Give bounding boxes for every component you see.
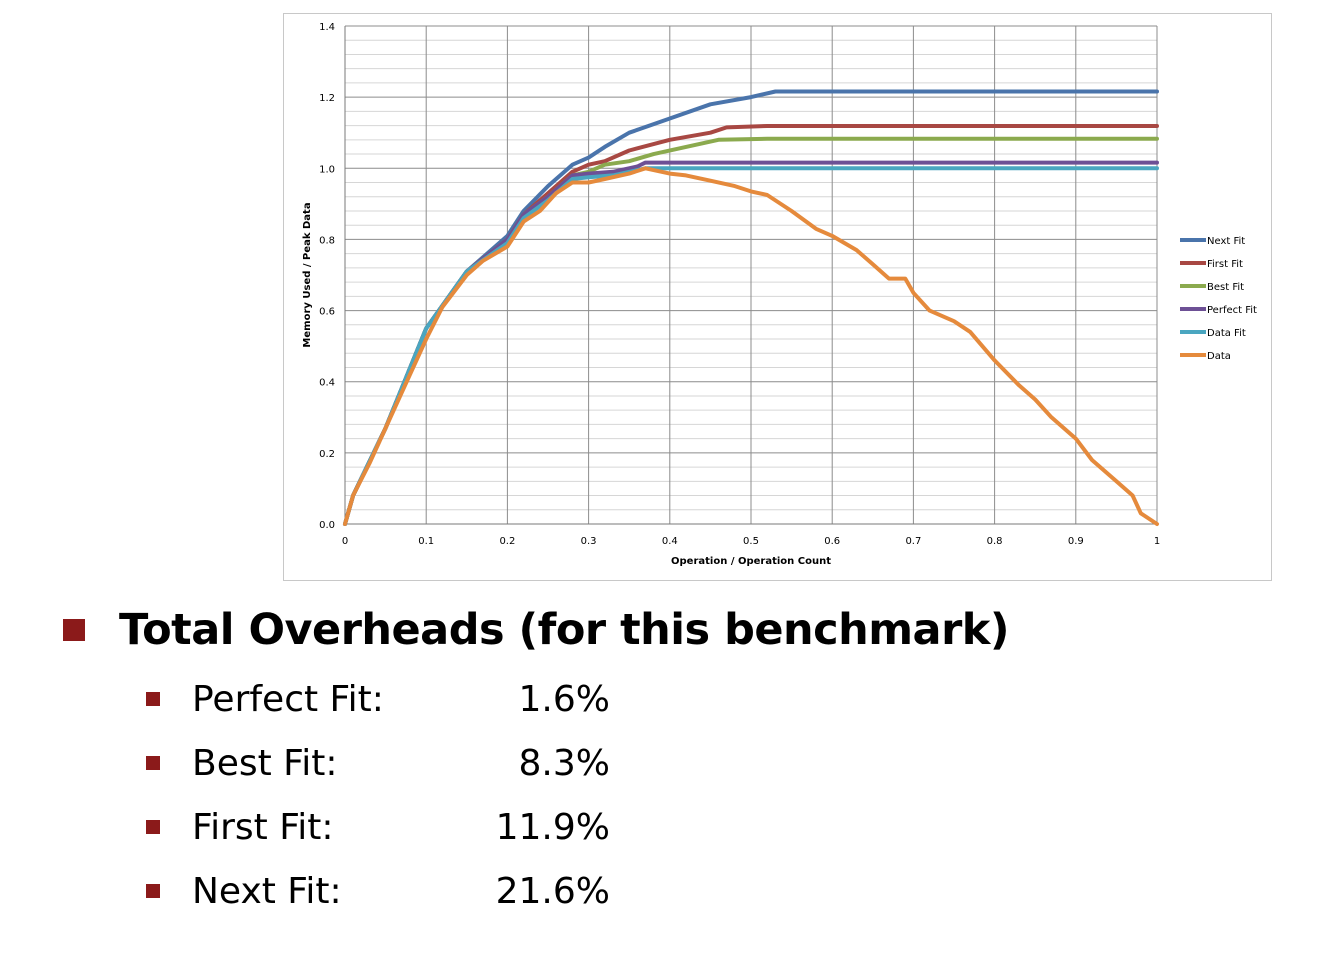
x-tick-label: 0.6 <box>824 536 840 547</box>
x-axis-title: Operation / Operation Count <box>671 556 831 567</box>
x-tick-label: 0.7 <box>905 536 921 547</box>
overhead-value: 21.6% <box>495 870 610 912</box>
bullet-square-icon <box>146 692 160 706</box>
y-tick-label: 0.0 <box>319 520 335 531</box>
overhead-label: Best Fit: <box>192 742 338 784</box>
overhead-value: 8.3% <box>518 742 610 784</box>
overhead-item: Next Fit: 21.6% <box>146 869 610 913</box>
chart-panel: 0.0 0.2 0.4 0.6 0.8 1.0 1.2 1.4 0 0.1 0.2 0.3 0.4 0.5… <box>283 13 1272 581</box>
y-tick-label: 1.2 <box>319 93 335 104</box>
y-tick-label: 1.4 <box>319 22 335 33</box>
x-tick-label: 0.1 <box>418 536 434 547</box>
legend-label: Best Fit <box>1207 282 1244 293</box>
overhead-item: First Fit: 11.9% <box>146 805 610 849</box>
overhead-value: 11.9% <box>495 806 610 848</box>
x-tick-label: 0.2 <box>499 536 515 547</box>
x-tick-label: 0 <box>342 536 348 547</box>
overheads-heading: Total Overheads (for this benchmark) <box>63 600 1010 660</box>
y-tick-label: 0.8 <box>319 235 335 246</box>
legend-label: Perfect Fit <box>1207 305 1257 316</box>
x-tick-label: 0.4 <box>662 536 678 547</box>
y-tick-label: 0.6 <box>319 307 335 318</box>
bullet-square-icon <box>146 884 160 898</box>
legend-label: Next Fit <box>1207 236 1245 247</box>
overhead-label: Perfect Fit: <box>192 678 384 720</box>
legend-label: Data <box>1207 351 1231 362</box>
overhead-label: Next Fit: <box>192 870 342 912</box>
bullet-square-icon <box>146 756 160 770</box>
heading-text: Total Overheads (for this benchmark) <box>119 605 1010 655</box>
bullet-square-icon <box>63 619 85 641</box>
x-tick-label: 1 <box>1154 536 1160 547</box>
x-tick-label: 0.3 <box>581 536 597 547</box>
overhead-label: First Fit: <box>192 806 334 848</box>
legend-label: Data Fit <box>1207 328 1246 339</box>
series-line <box>343 166 1159 526</box>
y-tick-label: 0.2 <box>319 449 335 460</box>
legend-label: First Fit <box>1207 259 1243 270</box>
bullet-square-icon <box>146 820 160 834</box>
x-tick-label: 0.5 <box>743 536 759 547</box>
series-line <box>343 166 1159 526</box>
line-chart: 0.0 0.2 0.4 0.6 0.8 1.0 1.2 1.4 0 0.1 0.2 0.3 0.4 0.5… <box>302 22 1257 567</box>
y-axis-title: Memory Used / Peak Data <box>302 202 313 347</box>
x-tick-label: 0.8 <box>987 536 1003 547</box>
y-tick-label: 0.4 <box>319 378 335 389</box>
y-tick-label: 1.0 <box>319 164 335 175</box>
x-tick-label: 0.9 <box>1068 536 1084 547</box>
overhead-item: Perfect Fit: 1.6% <box>146 677 610 721</box>
overhead-item: Best Fit: 8.3% <box>146 741 610 785</box>
overhead-value: 1.6% <box>518 678 610 720</box>
